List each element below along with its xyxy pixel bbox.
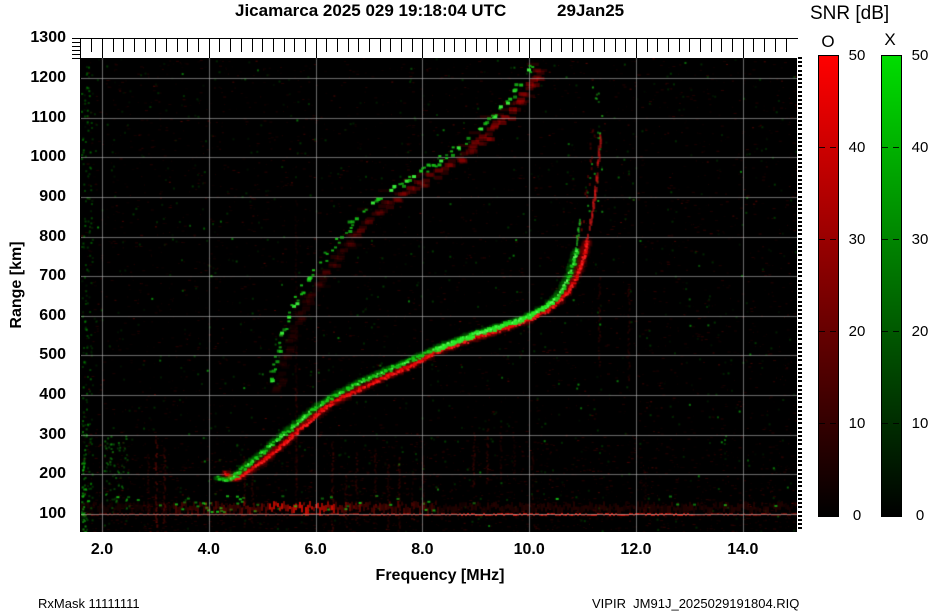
x-axis-label: Frequency [MHz] (375, 567, 505, 584)
colorbar-x-label: X (884, 30, 896, 49)
left-axis-line (80, 38, 81, 532)
colorbar-title: SNR [dB] (810, 3, 890, 24)
colorbar-o-label: O (821, 32, 835, 51)
ionogram-canvas (81, 58, 797, 532)
colorbar-x-gradient (881, 55, 902, 517)
rxmask-text: RxMask 11111111 (38, 596, 140, 611)
top-axis-line (80, 38, 798, 39)
colorbar-o-gradient (818, 55, 839, 517)
plot-title: Jicamarca 2025 029 19:18:04 UTC (235, 1, 507, 20)
plot-date: 29Jan25 (557, 1, 625, 20)
file-text: VIPIR JM91J_2025029191804.RIQ (592, 596, 800, 611)
